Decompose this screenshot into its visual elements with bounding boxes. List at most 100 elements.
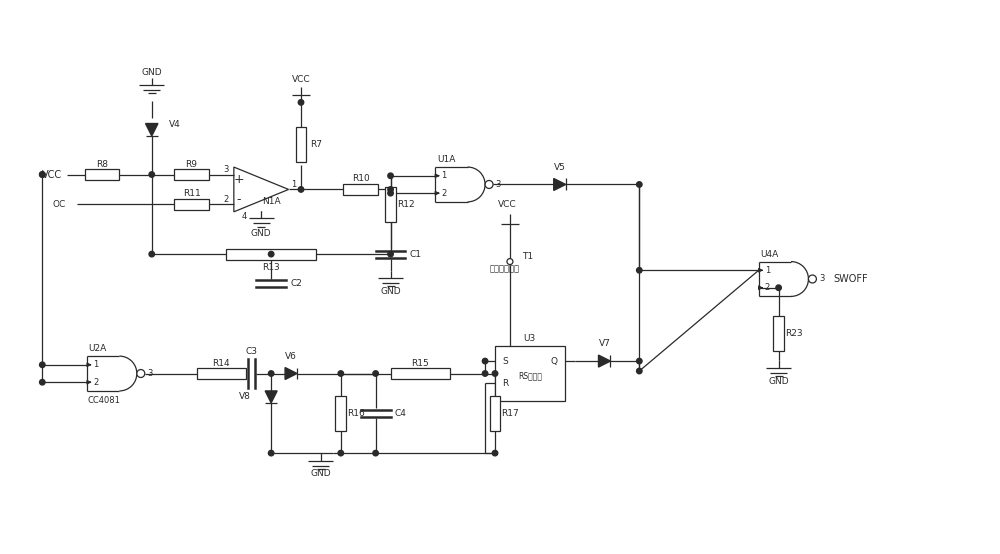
Text: U3: U3 — [524, 334, 536, 343]
Text: 2: 2 — [224, 195, 229, 204]
Circle shape — [268, 371, 274, 376]
Circle shape — [298, 187, 304, 192]
Text: GND: GND — [311, 469, 331, 478]
Polygon shape — [285, 367, 297, 379]
Bar — [296, 127, 306, 162]
Text: SWOFF: SWOFF — [834, 274, 868, 284]
Text: CC4081: CC4081 — [87, 396, 120, 406]
Circle shape — [338, 450, 344, 456]
Text: R13: R13 — [262, 263, 280, 271]
Circle shape — [637, 268, 642, 273]
Circle shape — [388, 187, 393, 192]
Polygon shape — [265, 391, 277, 403]
Text: 1: 1 — [93, 360, 98, 370]
Circle shape — [507, 259, 513, 265]
Text: R10: R10 — [352, 175, 370, 183]
Text: 1: 1 — [441, 171, 447, 180]
Text: V4: V4 — [169, 120, 181, 129]
Circle shape — [637, 182, 642, 187]
Bar — [335, 396, 346, 430]
Text: R12: R12 — [397, 200, 415, 209]
Text: V7: V7 — [599, 339, 610, 348]
Bar — [226, 249, 316, 260]
Circle shape — [492, 450, 498, 456]
Bar — [85, 169, 119, 180]
Text: GND: GND — [768, 377, 789, 387]
Circle shape — [482, 371, 488, 376]
Text: C3: C3 — [245, 347, 257, 356]
Text: R14: R14 — [213, 358, 230, 367]
Text: GND: GND — [251, 229, 272, 238]
Text: -: - — [237, 193, 241, 206]
Circle shape — [40, 172, 45, 177]
Circle shape — [268, 252, 274, 257]
Bar — [197, 368, 246, 379]
Circle shape — [137, 370, 145, 377]
Text: GND: GND — [380, 287, 401, 296]
Text: 4: 4 — [241, 212, 246, 221]
Text: U1A: U1A — [437, 155, 455, 164]
Circle shape — [388, 173, 393, 178]
Text: V6: V6 — [285, 352, 297, 361]
Text: U2A: U2A — [89, 344, 107, 353]
Bar — [174, 199, 209, 210]
Circle shape — [298, 100, 304, 105]
Text: RS触发器: RS触发器 — [518, 372, 542, 381]
Text: GND: GND — [141, 68, 162, 77]
Text: R17: R17 — [502, 409, 519, 418]
Text: 2: 2 — [765, 283, 770, 292]
Circle shape — [40, 362, 45, 367]
Text: C1: C1 — [409, 250, 421, 259]
Circle shape — [268, 450, 274, 456]
Text: U4A: U4A — [760, 250, 778, 259]
Circle shape — [338, 371, 344, 376]
Text: R8: R8 — [96, 160, 108, 168]
Circle shape — [482, 358, 488, 364]
Polygon shape — [554, 178, 566, 191]
Bar — [391, 368, 450, 379]
Circle shape — [40, 379, 45, 385]
Text: R23: R23 — [785, 329, 803, 338]
Text: OC: OC — [52, 200, 66, 209]
Text: R16: R16 — [347, 409, 365, 418]
Circle shape — [149, 172, 154, 177]
Text: VCC: VCC — [292, 75, 310, 85]
Polygon shape — [599, 355, 610, 367]
Text: R: R — [502, 379, 509, 388]
Text: VCC: VCC — [498, 200, 517, 209]
Text: V8: V8 — [239, 392, 251, 402]
Text: V5: V5 — [554, 162, 566, 172]
Text: VCC: VCC — [42, 170, 62, 179]
Text: 2: 2 — [93, 378, 98, 387]
Bar — [174, 169, 209, 180]
Text: 3: 3 — [147, 369, 153, 378]
Text: S: S — [502, 357, 508, 366]
Text: Q: Q — [550, 357, 557, 366]
Circle shape — [637, 368, 642, 374]
Text: 3: 3 — [496, 180, 501, 189]
Polygon shape — [146, 124, 158, 136]
Bar — [343, 184, 378, 195]
Text: R7: R7 — [310, 140, 322, 149]
Circle shape — [373, 371, 378, 376]
Circle shape — [776, 285, 781, 290]
Text: R11: R11 — [183, 189, 200, 198]
Text: N1A: N1A — [262, 197, 280, 207]
Text: 1: 1 — [765, 266, 770, 275]
Text: 恢复指令信号: 恢复指令信号 — [490, 265, 520, 274]
Text: C2: C2 — [290, 279, 302, 289]
Circle shape — [40, 172, 45, 177]
Circle shape — [388, 191, 393, 196]
Bar — [773, 316, 784, 351]
Text: T1: T1 — [522, 252, 534, 261]
Circle shape — [373, 450, 378, 456]
Circle shape — [388, 252, 393, 257]
Bar — [490, 396, 500, 430]
Text: 3: 3 — [223, 165, 229, 174]
Text: C4: C4 — [395, 409, 406, 418]
Circle shape — [485, 181, 493, 188]
Circle shape — [637, 358, 642, 364]
Text: 3: 3 — [819, 274, 824, 284]
Circle shape — [492, 371, 498, 376]
Text: +: + — [234, 173, 244, 186]
